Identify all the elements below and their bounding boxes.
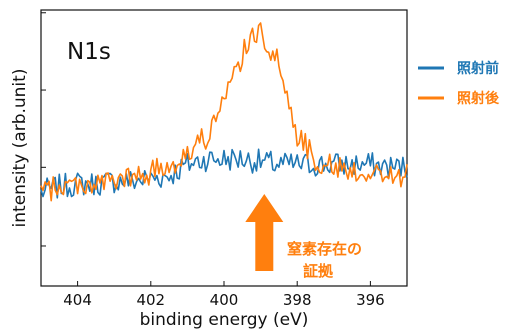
annotation-evidence: 窒素存在の 証拠	[245, 194, 362, 280]
y-axis-ticks	[41, 12, 46, 247]
x-tick-label: 398	[283, 291, 312, 309]
x-axis-ticks: 404 402 400 398 396	[63, 281, 385, 309]
annotation-line1: 窒素存在の	[287, 240, 362, 258]
series-lines	[40, 22, 408, 202]
legend-label-before: 照射前	[457, 60, 499, 77]
panel-label: N1s	[67, 39, 111, 65]
plot-area	[40, 9, 408, 287]
x-tick-label: 402	[136, 291, 165, 309]
annotation-line2: 証拠	[303, 262, 334, 280]
x-tick-label: 400	[210, 291, 239, 309]
series-line-after	[40, 22, 408, 202]
x-tick-label: 404	[63, 291, 92, 309]
x-axis-label: binding energy (eV)	[140, 310, 309, 330]
up-arrow-icon	[245, 194, 284, 271]
y-axis-label: intensity (arb.unit)	[10, 69, 30, 228]
legend-label-after: 照射後	[457, 90, 500, 107]
legend: 照射前 照射後	[418, 60, 500, 107]
x-tick-label: 396	[356, 291, 385, 309]
